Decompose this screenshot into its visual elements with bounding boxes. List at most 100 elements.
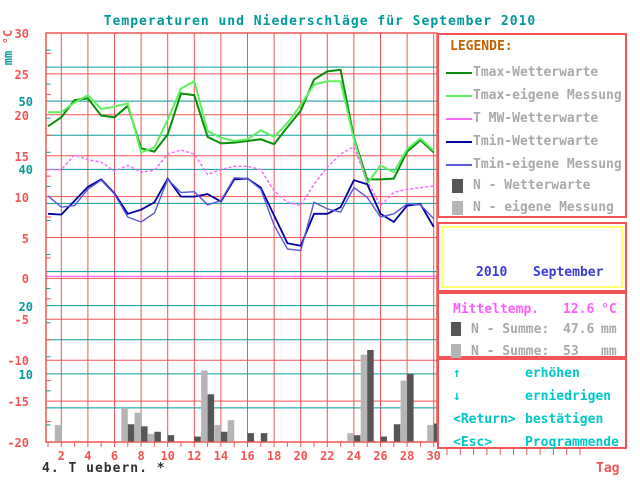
legend-line-swatch [446, 95, 472, 97]
precip-bar-own [347, 433, 354, 442]
period-month: September [533, 265, 604, 280]
legend-line-swatch [446, 72, 472, 74]
precip-bar-own [54, 424, 62, 442]
chart-title: Temperaturen und Niederschläge für Septe… [103, 14, 537, 29]
precip-bar-ww [127, 424, 135, 442]
x-tick-day: 30 [426, 449, 441, 463]
help-key: <Esc> [453, 435, 493, 450]
help-row: ↓ erniedrigen [439, 389, 625, 409]
period-box: 2010 September [437, 222, 627, 292]
y-tick-temp: -10 [7, 354, 29, 369]
help-action: bestätigen [525, 412, 604, 427]
x-tick-day: 16 [240, 449, 255, 463]
y-tick-temp: 10 [14, 190, 29, 205]
help-rows: ↑ erhöhen ↓ erniedrigen <Return> bestätigen <E… [439, 360, 625, 450]
y-tick-temp: 5 [21, 231, 29, 246]
legend-entry-label: N - eigene Messung [473, 200, 614, 215]
precip-bar-ww [247, 433, 254, 442]
precip-bar-own [227, 420, 235, 442]
y-tick-temp: 20 [14, 108, 29, 123]
legend-title: LEGENDE: [450, 39, 513, 54]
x-tick-day: 2 [57, 449, 65, 463]
x-tick-day: 18 [266, 449, 282, 463]
help-box: ↑ erhöhen ↓ erniedrigen <Return> bestätigen <E… [437, 358, 627, 450]
precip-bar-own [134, 412, 142, 442]
precip-sum-swatch [451, 344, 461, 358]
help-key: <Return> [453, 412, 516, 427]
help-row: <Return> bestätigen [439, 412, 625, 432]
y-tick-temp: -15 [7, 395, 29, 410]
y-tick-precip: 40 [18, 163, 33, 178]
help-action: erhöhen [525, 366, 580, 381]
legend-entry-label: Tmax-Wetterwarte [473, 65, 599, 80]
precip-sum-swatch [451, 322, 461, 336]
y-tick-precip: 10 [18, 367, 33, 382]
precip-sum-label: N - Summe: [471, 322, 550, 337]
line-Tmin-eigene Messung [47, 177, 435, 252]
x-tick-day: 10 [160, 449, 175, 463]
precip-bar-ww [194, 436, 201, 442]
legend-entry-label: Tmax-eigene Messung [473, 88, 622, 103]
precip-bar-ww [433, 423, 441, 442]
legend-entry-label: Tmin-eigene Messung [473, 157, 622, 172]
stats-box: Mitteltemp. 12.6 °C N - Summe: 47.6 mm N - … [437, 292, 627, 359]
precip-bar-ww [260, 433, 268, 442]
precip-sum-rows: N - Summe: 47.6 mm N - Summe: 53 mm [439, 294, 625, 359]
y-tick-temp: 25 [14, 67, 29, 82]
precip-bar-own [147, 433, 155, 442]
period-box-inner-border: 2010 September [441, 226, 623, 288]
y-tick-temp: 0 [21, 272, 29, 287]
y-tick-precip: 20 [18, 299, 33, 314]
x-tick-day: 14 [213, 449, 229, 463]
precip-bar-ww [407, 373, 414, 442]
help-key: ↓ [453, 389, 461, 404]
precip-bar-own [360, 354, 368, 442]
precip-sum-row: N - Summe: 53 mm [439, 343, 625, 363]
precip-bar-ww [154, 431, 161, 442]
precip-bar-own [201, 370, 208, 442]
x-tick-day: 28 [399, 449, 415, 463]
precip-bar-ww [353, 435, 361, 442]
precip-sum-row: N - Summe: 47.6 mm [439, 321, 625, 341]
precip-bar-own [427, 424, 434, 442]
precip-sum-unit: mm [601, 344, 617, 359]
legend-entry: Tmax-eigene Messung [439, 88, 625, 106]
line-Tmin-Wetterwarte [47, 176, 435, 247]
precip-bar-ww [380, 436, 387, 442]
x-tick-day: 12 [187, 449, 202, 463]
y-tick-precip: 50 [18, 95, 33, 110]
y-tick-temp: -5 [14, 313, 29, 328]
x-tick-day: 6 [110, 449, 119, 463]
x-tick-day: 22 [320, 449, 335, 463]
help-key: ↑ [453, 366, 461, 381]
legend-line-swatch [446, 141, 472, 143]
precip-bar-ww [167, 435, 175, 442]
precip-bar-ww [141, 426, 148, 442]
precip-sum-value: 53 [563, 344, 579, 359]
help-row: ↑ erhöhen [439, 366, 625, 386]
y-axis-unit-precip: mm [1, 50, 15, 66]
legend-entry: Tmin-eigene Messung [439, 157, 625, 175]
help-action: erniedrigen [525, 389, 612, 404]
y-tick-temp: 30 [14, 27, 29, 41]
precip-bar-own [121, 407, 128, 442]
legend-entry: Tmax-Wetterwarte [439, 65, 625, 83]
line-Tmax-eigene Messung [48, 79, 435, 186]
x-tick-day: 26 [373, 449, 388, 463]
mean-temp-label: Mitteltemp. [453, 302, 540, 317]
legend-entry: T MW-Wetterwarte [439, 111, 625, 129]
help-action: Programmende [525, 435, 619, 450]
line-Tmax-Wetterwarte [47, 68, 435, 181]
precip-bar-own [214, 424, 221, 442]
legend-bar-swatch [452, 179, 463, 193]
y-tick-temp: -20 [7, 436, 29, 450]
precip-bar-own [400, 380, 408, 442]
precip-sum-label: N - Summe: [471, 344, 550, 359]
precip-bar-ww [207, 394, 215, 442]
precip-sum-unit: mm [601, 322, 617, 337]
mean-temp-value: 12.6 [563, 302, 595, 317]
x-tick-day: 24 [346, 449, 362, 463]
legend-entry: N - Wetterwarte [439, 178, 625, 196]
precip-bar-ww [393, 424, 401, 442]
